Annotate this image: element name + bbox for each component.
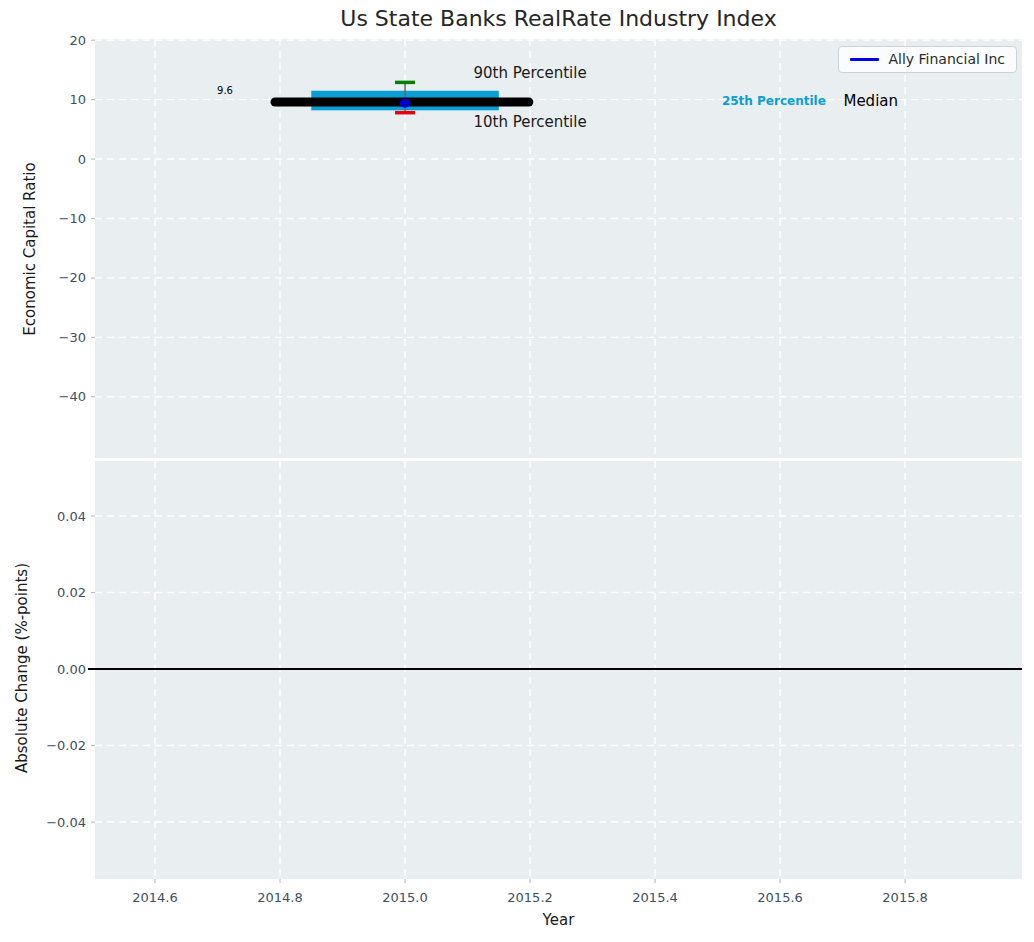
- y-tick-label: −30: [59, 330, 86, 345]
- x-tick-label: 2014.6: [132, 890, 178, 905]
- x-tick-label: 2015.0: [382, 890, 428, 905]
- x-axis-label: Year: [95, 911, 1022, 929]
- x-tick-label: 2015.6: [757, 890, 803, 905]
- legend: Ally Financial Inc: [838, 46, 1017, 73]
- legend-label: Ally Financial Inc: [888, 51, 1005, 67]
- y-tick-label: −0.04: [46, 815, 86, 830]
- chart-canvas: 20 10 0 −10 −20 −30 −40 9.6 90th Percentile 10th …: [0, 0, 1034, 942]
- y-tick-label: −20: [59, 270, 86, 285]
- x-tick-label: 2014.8: [257, 890, 303, 905]
- x-tick-label: 2015.2: [507, 890, 553, 905]
- annotation-10th-percentile: 10th Percentile: [473, 113, 586, 131]
- x-tick-label: 2015.4: [632, 890, 678, 905]
- legend-line-icon: [850, 58, 879, 61]
- y-axis-label-absolute-change: Absolute Change (%-points): [13, 563, 31, 773]
- annotation-median: Median: [843, 92, 898, 110]
- industry-index-figure: 20 10 0 −10 −20 −30 −40 9.6 90th Percentile 10th …: [0, 0, 1034, 942]
- series-point-ally-financial-inc: [400, 99, 411, 108]
- annotation-25th-percentile: 25th Percentile: [722, 94, 826, 108]
- y-tick-label: 0.04: [57, 509, 86, 524]
- y-tick-label: 0: [78, 152, 86, 167]
- chart-title: Us State Banks RealRate Industry Index: [95, 6, 1022, 32]
- y-tick-label: −10: [59, 211, 86, 226]
- annotation-90th-percentile: 90th Percentile: [473, 64, 586, 82]
- y-axis-label-economic-capital-ratio: Economic Capital Ratio: [21, 162, 39, 335]
- y-tick-label: 0.00: [57, 662, 86, 677]
- y-tick-label: 10: [69, 92, 86, 107]
- annotation-9-6: 9.6: [217, 85, 233, 96]
- y-tick-label: −0.02: [46, 738, 86, 753]
- y-tick-label: −40: [59, 389, 86, 404]
- x-tick-label: 2015.8: [882, 890, 928, 905]
- y-tick-label: 0.02: [57, 585, 86, 600]
- y-tick-label: 20: [69, 33, 86, 48]
